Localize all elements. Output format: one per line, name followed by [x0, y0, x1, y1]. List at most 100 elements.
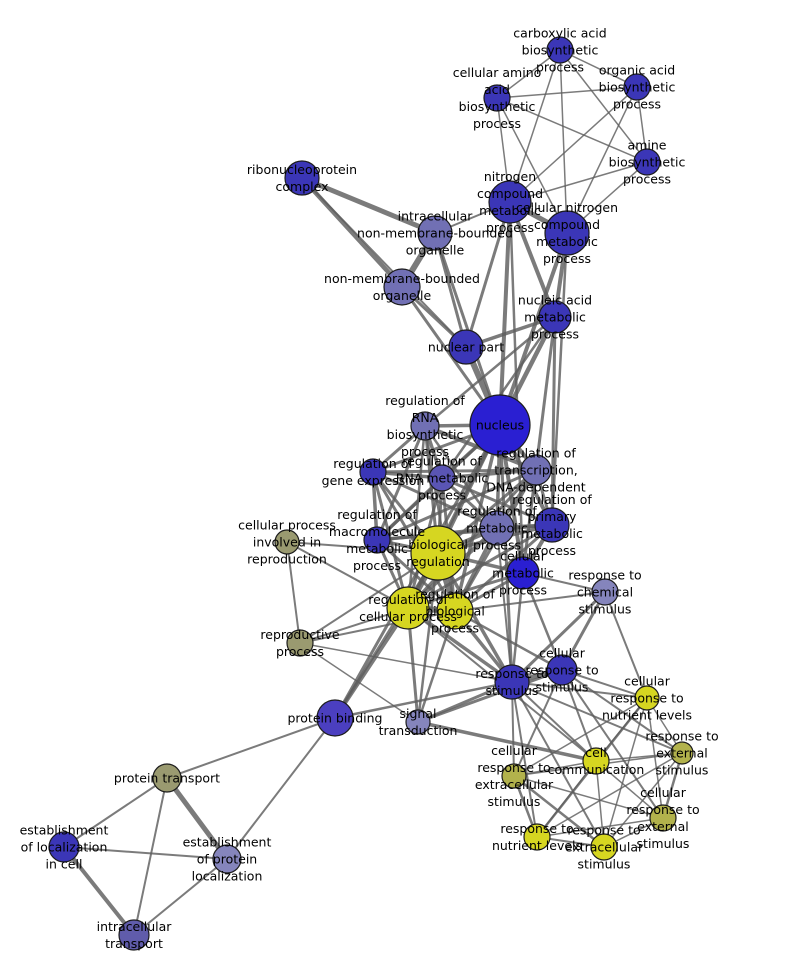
node-circle-regulation-of-gene-expression[interactable]	[359, 458, 387, 486]
node-circle-establishment-of-localization-in-cell[interactable]	[48, 831, 80, 863]
node-label-n24: response to chemical stimulus	[568, 568, 641, 617]
node-n6[interactable]	[544, 210, 590, 256]
node-n11[interactable]	[448, 329, 484, 365]
node-circle-cellular-response-to-stimulus[interactable]	[546, 654, 578, 686]
node-circle-intracellular-transport[interactable]	[118, 919, 150, 951]
node-n27[interactable]	[316, 699, 354, 737]
node-circle-regulation-of-transcription-dna-dependent[interactable]	[520, 454, 552, 486]
node-n16[interactable]	[428, 464, 456, 492]
node-n33[interactable]	[590, 833, 618, 861]
edge-n13-n22	[406, 424, 427, 610]
node-circle-cellular-response-to-nutrient-levels[interactable]	[634, 685, 660, 711]
node-circle-regulation-of-biological-process[interactable]	[436, 592, 474, 630]
node-circle-cellular-process-involved-in-reproduction[interactable]	[274, 529, 300, 555]
node-n20[interactable]	[410, 525, 466, 581]
node-label-n12: nucleus	[476, 418, 524, 433]
node-circle-non-membrane-bounded-organelle[interactable]	[383, 268, 421, 306]
node-circle-response-to-extracellular-stimulus[interactable]	[590, 833, 618, 861]
node-n5[interactable]	[488, 180, 532, 224]
edge-n23-n24	[454, 591, 606, 612]
node-n13[interactable]	[410, 411, 440, 441]
node-circle-ribonucleoprotein-complex[interactable]	[284, 160, 320, 196]
node-n23[interactable]	[436, 592, 474, 630]
node-circle-regulation-of-rna-biosynthetic-process[interactable]	[410, 411, 440, 441]
node-circle-response-to-stimulus[interactable]	[494, 664, 530, 700]
node-circle-response-to-external-stimulus[interactable]	[670, 741, 694, 765]
node-n14[interactable]	[520, 454, 552, 486]
node-n37[interactable]	[48, 831, 80, 863]
node-n17[interactable]	[363, 526, 391, 554]
node-n29[interactable]	[634, 685, 660, 711]
node-label-n8: intracellular non-membrane-bounded organel…	[357, 209, 513, 258]
edge-n28-n31	[416, 720, 598, 763]
node-circle-establishment-of-protein-localization[interactable]	[212, 844, 242, 874]
node-n38[interactable]	[212, 844, 242, 874]
edge-n36-n39	[133, 777, 168, 936]
node-n41[interactable]	[286, 629, 314, 657]
node-circle-cellular-amino-acid-biosynthetic-process[interactable]	[483, 84, 511, 112]
node-circle-cellular-metabolic-process[interactable]	[506, 556, 540, 590]
node-n12[interactable]	[469, 394, 531, 456]
edge-n33-n34	[512, 774, 606, 849]
node-circle-protein-binding[interactable]	[316, 699, 354, 737]
node-circle-regulation-of-cellular-process[interactable]	[386, 586, 430, 630]
node-circle-nitrogen-compound-metabolic-process[interactable]	[488, 180, 532, 224]
node-label-n15: regulation of gene expression	[322, 456, 425, 488]
edge-n24-n26	[510, 590, 607, 684]
node-circle-nuclear-part[interactable]	[448, 329, 484, 365]
node-n18[interactable]	[479, 510, 515, 546]
node-n4[interactable]	[633, 148, 661, 176]
node-label-n10: nucleic acid metabolic process	[518, 293, 592, 342]
node-n32[interactable]	[649, 804, 677, 832]
node-circle-cellular-response-to-extracellular-stimulus[interactable]	[501, 763, 527, 789]
node-circle-regulation-of-primary-metabolic-process[interactable]	[534, 507, 570, 543]
node-n35[interactable]	[523, 823, 551, 851]
node-n3[interactable]	[623, 73, 651, 101]
node-circle-intracellular-non-membrane-bounded-organelle[interactable]	[417, 215, 453, 251]
node-n40[interactable]	[274, 529, 300, 555]
node-label-n1: carboxylic acid biosynthetic process	[513, 26, 606, 75]
node-circle-regulation-of-rna-metabolic-process[interactable]	[428, 464, 456, 492]
node-n24[interactable]	[591, 578, 619, 606]
node-label-n34: cellular response to extracellular stimulus	[475, 743, 554, 809]
node-n19[interactable]	[534, 507, 570, 543]
node-n25[interactable]	[546, 654, 578, 686]
node-n21[interactable]	[506, 556, 540, 590]
node-n28[interactable]	[405, 709, 431, 735]
node-circle-regulation-of-metabolic-process[interactable]	[479, 510, 515, 546]
node-n39[interactable]	[118, 919, 150, 951]
node-n30[interactable]	[670, 741, 694, 765]
edge-n7-n8	[299, 175, 438, 236]
node-n8[interactable]	[417, 215, 453, 251]
node-circle-reproductive-process[interactable]	[286, 629, 314, 657]
node-n1[interactable]	[546, 36, 574, 64]
node-circle-protein-transport[interactable]	[152, 763, 182, 793]
node-n26[interactable]	[494, 664, 530, 700]
node-circle-biological-regulation[interactable]	[410, 525, 466, 581]
edge-n23-n25	[453, 609, 564, 672]
node-circle-response-to-chemical-stimulus[interactable]	[591, 578, 619, 606]
node-circle-cell-communication[interactable]	[582, 747, 610, 775]
node-circle-nucleic-acid-metabolic-process[interactable]	[538, 300, 572, 334]
node-n31[interactable]	[582, 747, 610, 775]
node-circle-nucleus[interactable]	[469, 394, 531, 456]
node-n9[interactable]	[383, 268, 421, 306]
node-circle-signal-transduction[interactable]	[405, 709, 431, 735]
node-n36[interactable]	[152, 763, 182, 793]
node-n15[interactable]	[359, 458, 387, 486]
node-circle-carboxylic-acid-biosynthetic-process[interactable]	[546, 36, 574, 64]
node-circle-organic-acid-biosynthetic-process[interactable]	[623, 73, 651, 101]
node-n34[interactable]	[501, 763, 527, 789]
node-n22[interactable]	[386, 586, 430, 630]
node-label-n31: cell communication	[548, 745, 645, 777]
node-n10[interactable]	[538, 300, 572, 334]
node-circle-regulation-of-macromolecule-metabolic-process[interactable]	[363, 526, 391, 554]
node-circle-cellular-response-to-external-stimulus[interactable]	[649, 804, 677, 832]
node-circle-cellular-nitrogen-compound-metabolic-process[interactable]	[544, 210, 590, 256]
node-n2[interactable]	[483, 84, 511, 112]
node-circle-amine-biosynthetic-process[interactable]	[633, 148, 661, 176]
node-n7[interactable]	[284, 160, 320, 196]
edge-n40-n41	[286, 541, 301, 644]
node-circle-response-to-nutrient-levels[interactable]	[523, 823, 551, 851]
